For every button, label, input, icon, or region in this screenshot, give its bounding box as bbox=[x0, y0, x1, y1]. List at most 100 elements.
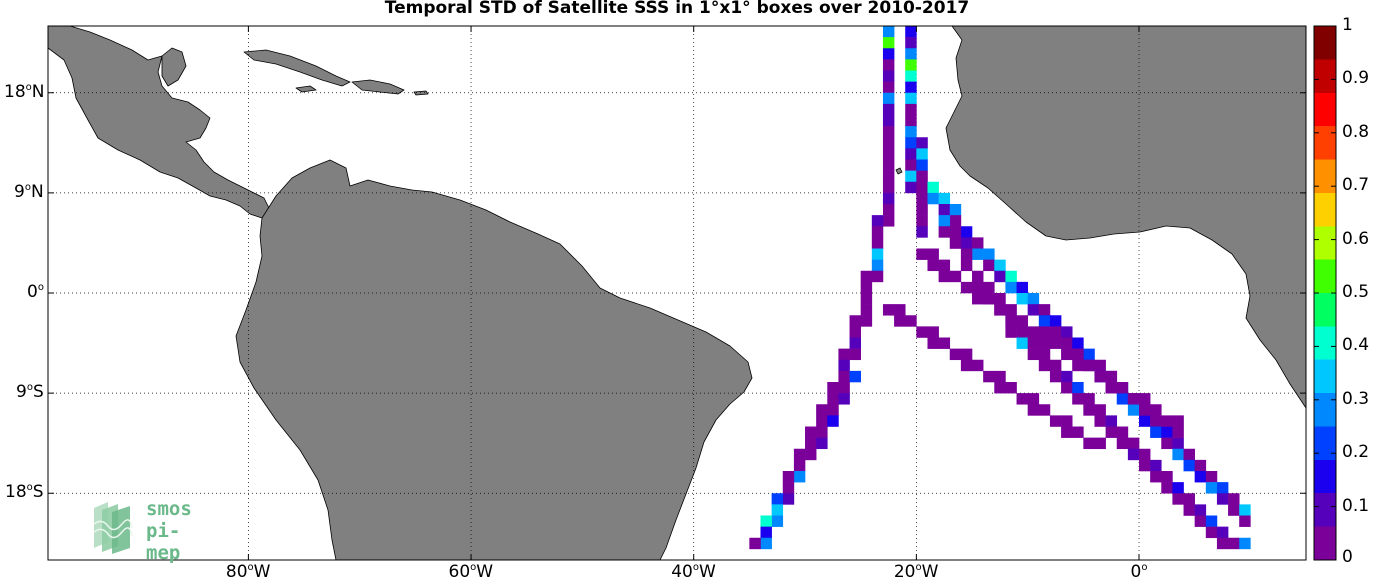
sss-std-cell bbox=[1216, 482, 1229, 494]
sss-std-cell bbox=[871, 259, 884, 272]
sss-std-cell bbox=[849, 348, 861, 361]
sss-std-cell bbox=[1161, 415, 1173, 427]
data-cells bbox=[749, 26, 1251, 550]
sss-std-cell bbox=[771, 515, 784, 527]
sss-std-cell bbox=[838, 393, 850, 405]
sss-std-cell bbox=[1139, 448, 1151, 461]
cuba-island bbox=[243, 49, 351, 87]
sss-std-cell bbox=[771, 504, 784, 516]
sss-std-cell bbox=[916, 215, 928, 227]
sss-std-cell bbox=[860, 270, 873, 283]
sss-std-cell bbox=[1005, 270, 1017, 283]
sss-std-cell bbox=[983, 259, 995, 272]
sss-std-cell bbox=[972, 359, 984, 372]
central-america-land bbox=[48, 26, 271, 219]
sss-std-cell bbox=[905, 92, 917, 105]
sss-std-cell bbox=[1016, 281, 1028, 294]
sss-std-cell bbox=[1049, 315, 1062, 327]
sss-std-cell bbox=[905, 103, 917, 116]
sss-std-cell bbox=[871, 237, 884, 249]
sss-std-cell bbox=[938, 215, 951, 227]
logo-text-smos: smos bbox=[146, 498, 192, 520]
sss-std-cell bbox=[1083, 437, 1095, 450]
sss-std-cell bbox=[1161, 482, 1173, 494]
sss-std-cell bbox=[949, 270, 962, 283]
sss-std-cell bbox=[827, 382, 839, 394]
sss-std-cell bbox=[1205, 471, 1218, 483]
logo-text-pi-mep: pi-mep bbox=[146, 520, 181, 564]
sss-std-cell bbox=[1105, 426, 1118, 438]
sss-std-cell bbox=[827, 393, 839, 405]
sss-std-cell bbox=[838, 370, 850, 383]
sss-std-cell bbox=[1083, 393, 1095, 405]
sss-std-cell bbox=[1172, 426, 1184, 438]
sss-std-cell bbox=[816, 426, 828, 438]
sss-std-cell bbox=[983, 281, 995, 294]
sss-std-cell bbox=[1150, 415, 1162, 427]
sss-std-cell bbox=[882, 70, 895, 82]
sss-std-cell bbox=[882, 92, 895, 105]
sss-std-cell bbox=[927, 192, 939, 205]
sss-std-cell bbox=[905, 126, 917, 138]
sss-std-cell bbox=[882, 170, 895, 183]
sss-std-cell bbox=[960, 237, 973, 249]
sss-std-cell bbox=[871, 248, 884, 260]
sss-std-cell bbox=[916, 192, 928, 205]
south-america-land bbox=[235, 159, 753, 560]
sss-std-cell bbox=[1061, 382, 1073, 394]
sss-std-cell bbox=[1105, 415, 1118, 427]
sss-std-cell bbox=[1061, 426, 1073, 438]
sss-std-cell bbox=[938, 226, 951, 238]
sss-std-cell bbox=[1116, 382, 1129, 394]
sss-std-cell bbox=[916, 148, 928, 160]
sss-std-cell bbox=[1038, 326, 1051, 338]
sss-std-cell bbox=[1194, 515, 1207, 527]
sss-std-cell bbox=[1027, 337, 1040, 349]
sss-std-cell bbox=[1116, 393, 1129, 405]
sss-std-cell bbox=[882, 137, 895, 149]
sss-std-cell bbox=[793, 471, 806, 483]
sss-std-cell bbox=[1161, 426, 1173, 438]
sss-std-cell bbox=[882, 204, 895, 216]
sss-std-cell bbox=[1105, 370, 1118, 383]
sss-std-cell bbox=[1016, 293, 1028, 305]
sss-std-cell bbox=[1094, 404, 1106, 416]
sss-std-cell bbox=[1127, 448, 1140, 461]
sss-std-cell bbox=[782, 471, 795, 483]
sss-std-cell bbox=[1027, 326, 1040, 338]
colorbar-label: 0.4 bbox=[1342, 335, 1370, 356]
sss-std-cell bbox=[927, 248, 939, 260]
sss-std-cell bbox=[771, 493, 784, 505]
sss-std-cell bbox=[793, 448, 806, 461]
y-tick-label: 18oN bbox=[4, 81, 45, 102]
sss-std-cell bbox=[760, 537, 772, 550]
logo-waves-icon bbox=[93, 502, 133, 554]
sss-std-cell bbox=[1049, 359, 1062, 372]
sss-std-cell bbox=[1094, 437, 1106, 450]
sss-std-cell bbox=[1183, 504, 1195, 516]
sss-std-cell bbox=[905, 37, 917, 49]
sss-std-cell bbox=[983, 370, 995, 383]
sss-std-cell bbox=[1094, 415, 1106, 427]
sss-std-cell bbox=[949, 348, 962, 361]
sss-std-cell bbox=[1105, 382, 1118, 394]
sss-std-cell bbox=[905, 70, 917, 82]
sss-std-cell bbox=[882, 59, 895, 71]
sss-std-cell bbox=[938, 270, 951, 283]
sss-std-cell bbox=[1172, 448, 1184, 461]
land-masses bbox=[48, 26, 1306, 560]
sss-std-cell bbox=[827, 404, 839, 416]
sss-std-cell bbox=[994, 304, 1006, 316]
x-tick-label: 0o bbox=[1130, 562, 1148, 582]
sss-std-cell bbox=[1027, 304, 1040, 316]
sss-std-cell bbox=[882, 115, 895, 127]
sss-std-cell bbox=[1061, 348, 1073, 361]
sss-std-cell bbox=[816, 404, 828, 416]
sss-std-cell bbox=[905, 170, 917, 183]
sss-std-cell bbox=[1038, 315, 1051, 327]
colorbar-label: 0.6 bbox=[1342, 228, 1370, 249]
sss-std-cell bbox=[1172, 415, 1184, 427]
sss-std-cell bbox=[849, 326, 861, 338]
sss-std-cell bbox=[1216, 526, 1229, 539]
